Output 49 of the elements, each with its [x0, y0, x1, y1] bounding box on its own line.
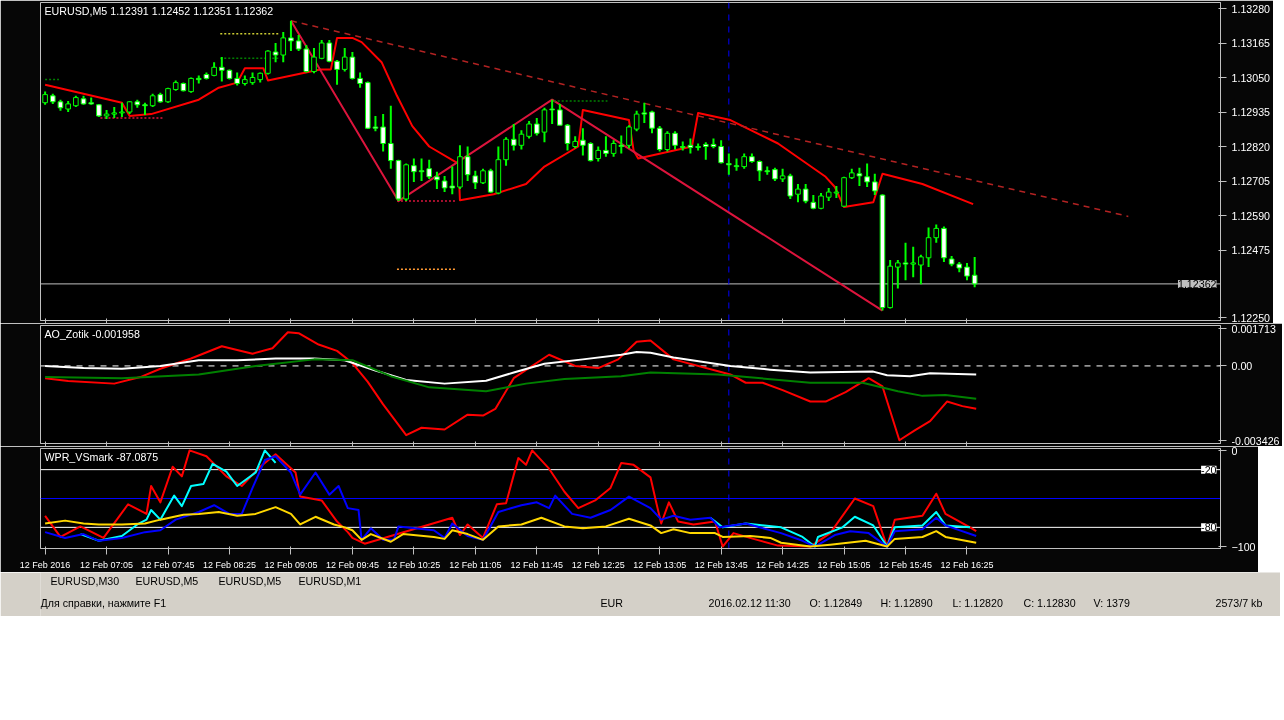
- x-tick-label: 12 Feb 07:45: [141, 559, 195, 570]
- y-tick-label: 0.001713: [1231, 322, 1277, 335]
- text: 2573/7 kb: [1215, 596, 1263, 609]
- x-tick-label: 12 Feb 13:45: [694, 559, 748, 570]
- y-tick-label: 1.12250: [1231, 311, 1271, 324]
- x-tick-label: 12 Feb 08:25: [202, 559, 257, 570]
- x-tick-label: 12 Feb 13:05: [633, 559, 687, 570]
- x-tick-label: 12 Feb 15:05: [817, 559, 871, 570]
- chart-title: WPR_VSmark -87.0875: [44, 450, 159, 463]
- chart-title: EURUSD,M5 1.12391 1.12452 1.12351 1.12362: [44, 4, 274, 17]
- x-tick-label: 12 Feb 16:25: [940, 559, 994, 570]
- x-tick-label: 12 Feb 10:25: [387, 559, 441, 570]
- text: Для справки, нажмите F1: [40, 596, 167, 609]
- y-tick-label: 1.12475: [1231, 244, 1271, 256]
- text: EURUSD,M30: [50, 574, 120, 587]
- y-tick-label: −100: [1231, 540, 1256, 553]
- x-tick-label: 12 Feb 09:05: [264, 559, 318, 570]
- y-tick-label: 0.00: [1231, 359, 1253, 372]
- ref-line-label: -80: [1201, 521, 1217, 534]
- y-tick-label: 1.12820: [1231, 140, 1271, 153]
- text: C: 1.12830: [1023, 596, 1076, 609]
- ref-line-label: 1.12362: [1177, 277, 1217, 290]
- text: EUR: [600, 596, 624, 609]
- chart-title: AO_Zotik -0.001958: [44, 327, 140, 340]
- text: EURUSD,M1: [298, 574, 362, 587]
- y-tick-label: 1.12590: [1231, 209, 1271, 222]
- y-tick-label: 0: [1231, 444, 1238, 457]
- x-tick-label: 12 Feb 12:25: [571, 559, 625, 570]
- x-tick-label: 12 Feb 09:45: [325, 559, 379, 570]
- y-tick-label: 1.12705: [1231, 175, 1271, 187]
- x-tick-label: 12 Feb 11:45: [510, 559, 563, 570]
- text: EURUSD,M5: [135, 574, 199, 587]
- x-tick-label: 12 Feb 15:45: [879, 559, 933, 570]
- x-tick-label: 12 Feb 2016: [19, 559, 71, 570]
- y-tick-label: 1.13050: [1231, 71, 1271, 84]
- text: O: 1.12849: [809, 596, 863, 609]
- text: 2016.02.12 11:30: [708, 596, 791, 609]
- ref-line-label: -20: [1201, 463, 1217, 476]
- text: H: 1.12890: [880, 596, 933, 609]
- x-tick-label: 12 Feb 11:05: [449, 559, 502, 570]
- y-tick-label: 1.13280: [1231, 2, 1271, 15]
- text: L: 1.12820: [952, 596, 1003, 609]
- text: EURUSD,M5: [218, 574, 282, 587]
- y-tick-label: 1.12935: [1231, 106, 1271, 118]
- x-tick-label: 12 Feb 07:05: [80, 559, 134, 570]
- y-tick-label: -0.003426: [1231, 434, 1280, 447]
- x-tick-label: 12 Feb 14:25: [756, 559, 810, 570]
- y-tick-label: 1.13165: [1231, 37, 1271, 49]
- text: V: 1379: [1093, 596, 1130, 609]
